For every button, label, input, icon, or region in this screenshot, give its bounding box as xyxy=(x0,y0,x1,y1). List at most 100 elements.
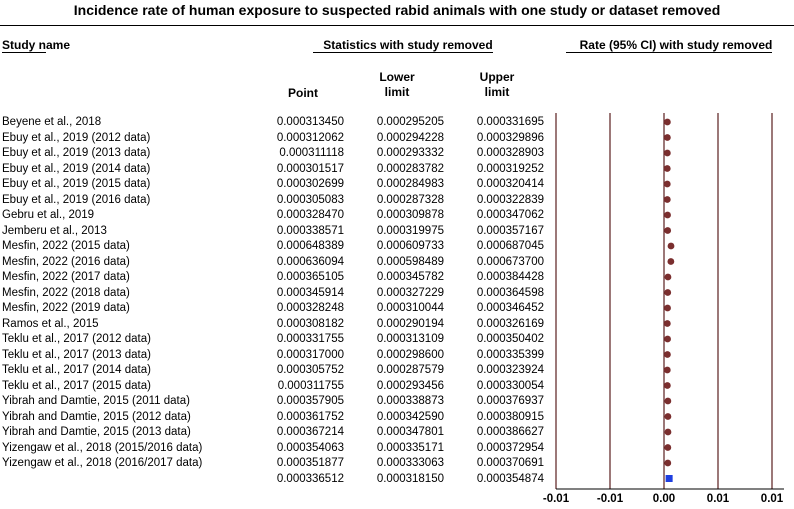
study-marker xyxy=(667,258,675,265)
study-name-cell: Ramos et al., 2015 xyxy=(2,317,99,330)
upper-cell: 0.000673700 xyxy=(476,255,544,268)
lower-cell: 0.000287579 xyxy=(376,364,444,376)
lower-cell: 0.000319975 xyxy=(376,224,444,237)
statistics-underline xyxy=(313,52,493,53)
point-cell: 0.000328470 xyxy=(276,209,344,221)
lower-cell: 0.000598489 xyxy=(376,255,444,268)
upper-limit-line1: Upper xyxy=(479,70,515,84)
upper-cell: 0.000326169 xyxy=(476,317,544,330)
point-cell: 0.000636094 xyxy=(276,255,344,268)
lower-cell: 0.000335171 xyxy=(376,441,444,454)
point-header: Point xyxy=(288,86,318,100)
study-name-cell: Ebuy et al., 2019 (2012 data) xyxy=(2,131,151,144)
lower-limit-header: Lower limit xyxy=(365,70,429,100)
study-marker xyxy=(663,180,671,188)
point-cell: 0.000357905 xyxy=(276,395,344,407)
study-marker xyxy=(664,211,671,219)
upper-cell: 0.000370691 xyxy=(476,457,544,469)
study-name-cell: Jemberu et al., 2013 xyxy=(2,224,107,237)
study-marker xyxy=(663,196,671,203)
study-name-cell: Yizengaw et al., 2018 (2016/2017 data) xyxy=(2,457,203,469)
point-cell: 0.000331755 xyxy=(276,333,344,345)
upper-limit-header: Upper limit xyxy=(465,70,529,100)
study-name-header: Study name xyxy=(2,38,71,52)
upper-cell: 0.000320414 xyxy=(476,178,544,190)
study-marker xyxy=(664,459,672,467)
point-cell: 0.000365105 xyxy=(276,271,344,283)
lower-cell: 0.000290194 xyxy=(376,317,444,330)
study-marker xyxy=(664,397,672,405)
study-marker xyxy=(663,149,671,157)
lower-cell: 0.000293332 xyxy=(376,147,444,159)
study-marker xyxy=(663,320,671,327)
study-name-cell: Gebru et al., 2019 xyxy=(2,209,95,221)
lower-cell: 0.000609733 xyxy=(376,240,444,252)
lower-cell: 0.000287328 xyxy=(376,193,444,206)
study-marker xyxy=(663,134,671,141)
upper-cell: 0.000319252 xyxy=(476,162,544,175)
x-tick-label: -0.01 xyxy=(543,493,570,505)
point-cell: 0.000351877 xyxy=(276,457,344,469)
study-marker xyxy=(663,382,671,389)
pooled-marker xyxy=(665,475,673,482)
upper-cell: 0.000331695 xyxy=(476,116,544,128)
study-name-cell: Mesfin, 2022 (2015 data) xyxy=(2,240,130,252)
lower-cell: 0.000293456 xyxy=(376,379,444,392)
lower-cell: 0.000333063 xyxy=(376,457,444,469)
point-cell: 0.000311118 xyxy=(279,147,344,159)
upper-cell: 0.000376937 xyxy=(476,395,544,407)
study-name-cell: Yibrah and Damtie, 2015 (2011 data) xyxy=(2,395,190,407)
study-marker xyxy=(664,444,672,451)
upper-cell: 0.000328903 xyxy=(476,147,544,159)
x-tick-label: -0.01 xyxy=(597,493,624,505)
study-marker xyxy=(664,335,671,343)
study-name-cell: Ebuy et al., 2019 (2016 data) xyxy=(2,193,151,206)
x-tick-label: 0.01 xyxy=(761,493,784,505)
point-cell: 0.000312062 xyxy=(276,131,344,144)
lower-cell: 0.000345782 xyxy=(376,271,444,283)
study-marker xyxy=(663,366,671,374)
lower-cell: 0.000342590 xyxy=(376,410,444,423)
lower-cell: 0.000284983 xyxy=(376,178,444,190)
upper-cell: 0.000687045 xyxy=(476,240,544,252)
point-cell: 0.000317000 xyxy=(276,348,344,361)
lower-cell: 0.000298600 xyxy=(376,348,444,361)
study-name-cell: Ebuy et al., 2019 (2014 data) xyxy=(2,162,151,175)
study-name-cell: Teklu et al., 2017 (2012 data) xyxy=(2,333,151,345)
upper-cell: 0.000357167 xyxy=(476,224,544,237)
study-name-cell: Ebuy et al., 2019 (2013 data) xyxy=(2,147,151,159)
lower-cell: 0.000294228 xyxy=(376,131,444,144)
upper-cell: 0.000329896 xyxy=(476,131,544,144)
study-name-cell: Teklu et al., 2017 (2014 data) xyxy=(2,364,151,376)
pooled-lower-cell: 0.000318150 xyxy=(376,472,444,485)
x-tick-label: 0.01 xyxy=(707,493,730,505)
point-cell: 0.000354063 xyxy=(276,441,344,454)
study-marker xyxy=(664,304,671,312)
upper-cell: 0.000372954 xyxy=(476,441,544,454)
point-cell: 0.000328248 xyxy=(276,302,344,314)
study-name-underline xyxy=(2,52,46,53)
rate-underline xyxy=(566,52,772,53)
upper-limit-line2: limit xyxy=(484,85,510,99)
point-cell: 0.000301517 xyxy=(276,162,344,175)
point-cell: 0.000361752 xyxy=(276,410,344,423)
study-marker xyxy=(664,413,672,420)
pooled-upper-cell: 0.000354874 xyxy=(476,472,544,485)
study-name-cell: Yibrah and Damtie, 2015 (2013 data) xyxy=(2,426,191,438)
study-marker xyxy=(664,428,672,436)
upper-cell: 0.000350402 xyxy=(476,333,544,345)
lower-cell: 0.000313109 xyxy=(376,333,444,345)
point-cell: 0.000311755 xyxy=(277,379,344,392)
upper-cell: 0.000323924 xyxy=(476,364,544,376)
study-name-cell: Teklu et al., 2017 (2015 data) xyxy=(2,379,151,392)
study-marker xyxy=(663,165,671,172)
upper-cell: 0.000386627 xyxy=(476,426,544,438)
point-cell: 0.000313450 xyxy=(276,116,344,128)
pooled-point-cell: 0.000336512 xyxy=(276,472,344,485)
lower-cell: 0.000338873 xyxy=(376,395,444,407)
study-name-cell: Teklu et al., 2017 (2013 data) xyxy=(2,348,151,361)
upper-cell: 0.000322839 xyxy=(476,193,544,206)
lower-cell: 0.000283782 xyxy=(376,162,444,175)
lower-limit-line1: Lower xyxy=(379,70,415,84)
